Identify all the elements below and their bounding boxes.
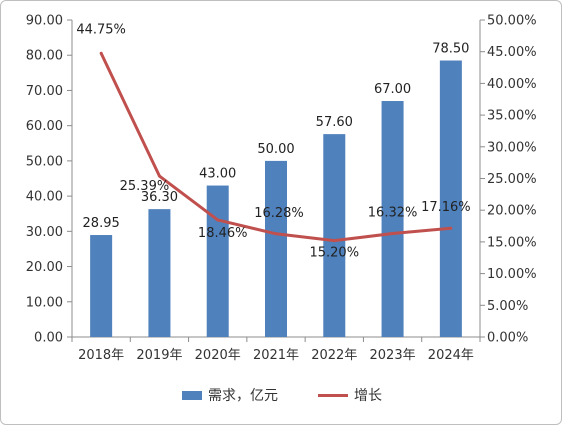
line-series-group [99,51,453,243]
bar [265,160,287,337]
y-left-tick-label: 0.00 [34,331,63,346]
data-labels-group: 28.95 36.30 43.00 50.00 57.60 67.00 78.50 44.75… [76,22,470,260]
legend-bar-swatch [182,391,202,400]
y-right-tick-label: 45.00% [487,45,537,60]
y-left-tick-label: 30.00 [26,225,63,240]
x-tick-label: 2019年 [136,348,182,363]
bar [323,134,346,337]
x-tick-label: 2021年 [253,348,299,363]
x-tick-label: 2020年 [195,348,241,363]
line-value-label: 15.20% [309,246,359,261]
y-left-tick-label: 10.00 [26,295,63,310]
line-point [216,218,220,222]
y-right-tick-label: 25.00% [487,172,537,187]
y-left-tick-label: 40.00 [26,190,63,205]
bar [439,60,462,337]
y-left-tick-label: 80.00 [26,49,63,64]
y-right-tick-label: 50.00% [487,14,537,29]
line-point [332,239,336,243]
line-value-label: 17.16% [421,200,471,215]
bar [206,185,229,337]
bar [90,235,113,337]
y-right-tick-label: 10.00% [487,267,537,282]
line-point [449,226,453,230]
y-right-tick-label: 35.00% [487,109,537,124]
line-point [157,174,161,178]
line-point [99,51,103,55]
line-point [391,232,395,236]
x-tick-label: 2023年 [370,348,416,363]
bar-value-label: 78.50 [432,42,469,57]
bar-value-label: 28.95 [83,216,120,231]
y-right-tick-label: 5.00% [487,299,528,314]
line-point [274,232,278,236]
line-value-label: 18.46% [198,226,248,241]
x-tick-label: 2018年 [78,348,124,363]
y-right-tick-label: 15.00% [487,235,537,250]
x-tick-label: 2022年 [311,348,357,363]
bar [381,101,404,337]
bar-value-label: 57.60 [316,115,353,130]
axes-group: 0.00 10.00 20.00 30.00 40.00 50.00 60.00 70.00 8… [26,14,537,364]
y-left-tick-label: 70.00 [26,84,63,99]
y-right-tick-label: 40.00% [487,77,537,92]
y-right-tick-label: 30.00% [487,140,537,155]
bar-value-label: 36.30 [141,190,178,205]
bar-value-label: 43.00 [199,167,236,182]
legend-bar-label: 需求，亿元 [208,388,278,404]
bar-series-group [90,60,462,337]
y-right-tick-label: 20.00% [487,204,537,219]
legend: 需求，亿元 增长 [182,388,382,404]
y-left-tick-label: 50.00 [26,154,63,169]
bar-value-label: 50.00 [257,142,294,157]
y-right-tick-label: 0.00% [487,331,528,346]
bar-value-label: 67.00 [374,82,411,97]
line-value-label: 16.32% [368,206,418,221]
legend-line-label: 增长 [354,388,382,404]
line-value-label: 25.39% [120,179,170,194]
y-left-tick-label: 20.00 [26,260,63,275]
y-left-tick-label: 90.00 [26,14,63,29]
bar [148,209,171,337]
y-left-tick-label: 60.00 [26,119,63,134]
line-value-label: 44.75% [76,22,126,37]
x-tick-label: 2024年 [428,348,474,363]
line-value-label: 16.28% [254,206,304,221]
